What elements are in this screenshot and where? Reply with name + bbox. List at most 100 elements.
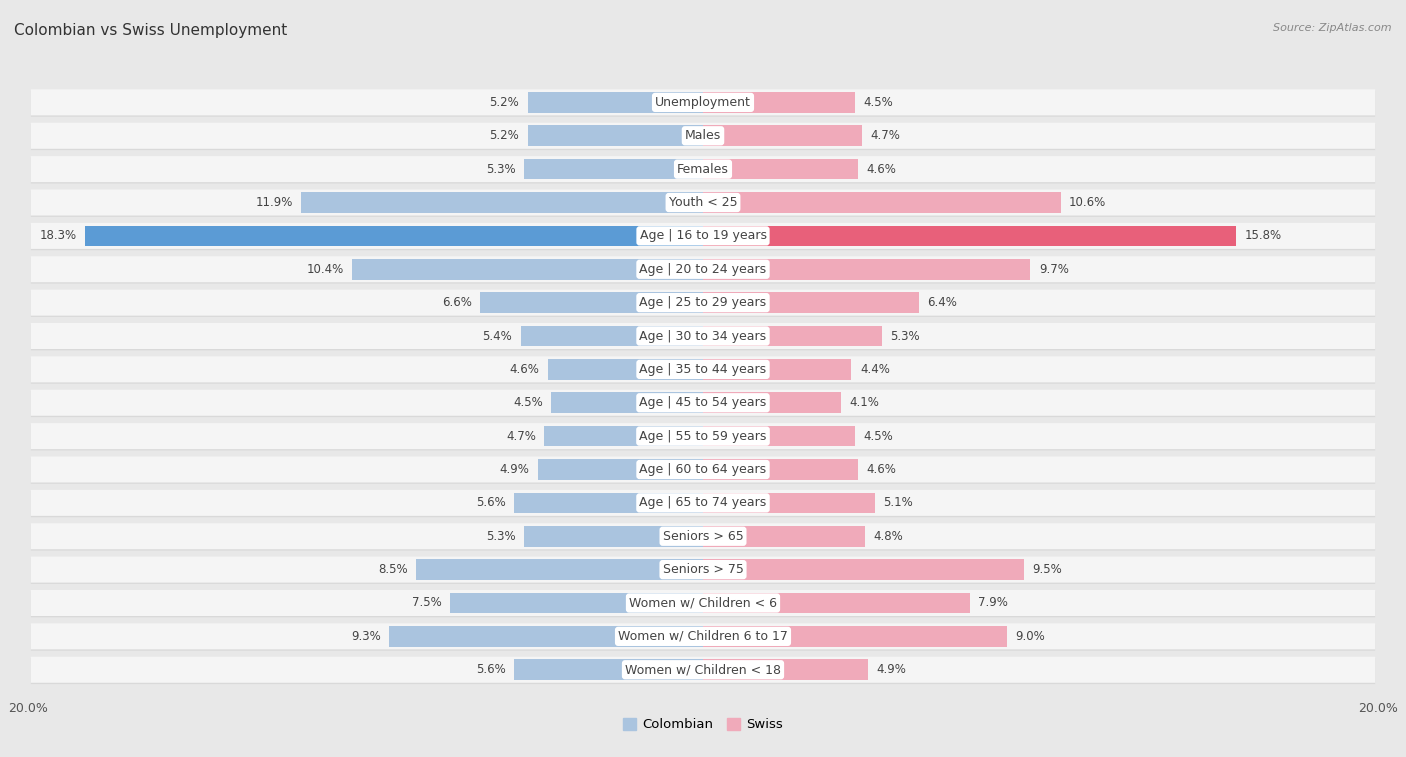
FancyBboxPatch shape [31,257,1375,284]
Text: 5.3%: 5.3% [890,329,920,342]
Bar [703,326,882,347]
FancyBboxPatch shape [31,91,1375,117]
FancyBboxPatch shape [31,490,1375,516]
Text: 5.3%: 5.3% [486,163,516,176]
Text: 5.4%: 5.4% [482,329,512,342]
FancyBboxPatch shape [31,124,1375,150]
Bar [544,425,703,447]
Text: 7.5%: 7.5% [412,597,441,609]
FancyBboxPatch shape [31,157,1375,183]
Text: Seniors > 65: Seniors > 65 [662,530,744,543]
Legend: Colombian, Swiss: Colombian, Swiss [617,712,789,737]
Text: Age | 45 to 54 years: Age | 45 to 54 years [640,396,766,410]
Bar [703,126,862,146]
Text: Women w/ Children 6 to 17: Women w/ Children 6 to 17 [619,630,787,643]
Bar [703,593,970,613]
Text: 5.3%: 5.3% [486,530,516,543]
FancyBboxPatch shape [31,625,1375,651]
Text: Age | 35 to 44 years: Age | 35 to 44 years [640,363,766,376]
Bar [703,392,841,413]
FancyBboxPatch shape [31,224,1375,251]
Bar [703,92,855,113]
Text: Females: Females [678,163,728,176]
FancyBboxPatch shape [31,623,1375,650]
Text: Age | 16 to 19 years: Age | 16 to 19 years [640,229,766,242]
FancyBboxPatch shape [31,357,1375,382]
Text: 15.8%: 15.8% [1244,229,1282,242]
FancyBboxPatch shape [31,358,1375,384]
Bar [416,559,703,580]
FancyBboxPatch shape [31,558,1375,584]
FancyBboxPatch shape [31,556,1375,583]
FancyBboxPatch shape [31,590,1375,616]
Bar [520,326,703,347]
Bar [703,159,858,179]
Text: 4.6%: 4.6% [866,163,897,176]
Text: 4.5%: 4.5% [863,96,893,109]
Text: 6.4%: 6.4% [928,296,957,309]
Bar [481,292,703,313]
FancyBboxPatch shape [31,123,1375,149]
FancyBboxPatch shape [31,191,1375,217]
Text: Age | 60 to 64 years: Age | 60 to 64 years [640,463,766,476]
FancyBboxPatch shape [31,323,1375,349]
FancyBboxPatch shape [31,458,1375,484]
Text: 11.9%: 11.9% [256,196,292,209]
FancyBboxPatch shape [31,425,1375,450]
Text: Source: ZipAtlas.com: Source: ZipAtlas.com [1274,23,1392,33]
Text: 4.9%: 4.9% [499,463,529,476]
Text: 9.7%: 9.7% [1039,263,1069,276]
Bar [389,626,703,646]
Text: 5.2%: 5.2% [489,129,519,142]
Text: 4.6%: 4.6% [509,363,540,376]
Text: Unemployment: Unemployment [655,96,751,109]
Bar [703,493,875,513]
Text: 18.3%: 18.3% [39,229,77,242]
Bar [527,126,703,146]
Text: Age | 20 to 24 years: Age | 20 to 24 years [640,263,766,276]
Text: Age | 30 to 34 years: Age | 30 to 34 years [640,329,766,342]
Text: Age | 25 to 29 years: Age | 25 to 29 years [640,296,766,309]
FancyBboxPatch shape [31,591,1375,618]
FancyBboxPatch shape [31,156,1375,182]
FancyBboxPatch shape [31,523,1375,550]
FancyBboxPatch shape [31,189,1375,216]
FancyBboxPatch shape [31,390,1375,416]
Text: 5.1%: 5.1% [883,497,914,509]
Text: 4.6%: 4.6% [866,463,897,476]
Text: 5.6%: 5.6% [475,497,506,509]
Bar [524,159,703,179]
Text: 5.2%: 5.2% [489,96,519,109]
Bar [527,92,703,113]
Text: 5.6%: 5.6% [475,663,506,676]
Bar [86,226,703,246]
Text: Age | 55 to 59 years: Age | 55 to 59 years [640,430,766,443]
Text: 9.0%: 9.0% [1015,630,1045,643]
Text: 6.6%: 6.6% [441,296,472,309]
Text: 4.1%: 4.1% [849,396,880,410]
Bar [548,359,703,380]
Text: 9.3%: 9.3% [352,630,381,643]
Bar [703,559,1024,580]
Bar [703,226,1236,246]
Text: 4.5%: 4.5% [513,396,543,410]
Text: 7.9%: 7.9% [979,597,1008,609]
Bar [703,359,852,380]
FancyBboxPatch shape [31,456,1375,482]
Text: 9.5%: 9.5% [1032,563,1062,576]
Bar [515,659,703,680]
Bar [537,459,703,480]
FancyBboxPatch shape [31,257,1375,282]
Bar [551,392,703,413]
Text: Youth < 25: Youth < 25 [669,196,737,209]
FancyBboxPatch shape [31,89,1375,115]
FancyBboxPatch shape [31,291,1375,317]
Text: 10.6%: 10.6% [1069,196,1107,209]
Bar [703,192,1060,213]
FancyBboxPatch shape [31,391,1375,417]
Bar [703,626,1007,646]
Bar [301,192,703,213]
Text: Age | 65 to 74 years: Age | 65 to 74 years [640,497,766,509]
Text: Women w/ Children < 18: Women w/ Children < 18 [626,663,780,676]
Text: 4.7%: 4.7% [870,129,900,142]
